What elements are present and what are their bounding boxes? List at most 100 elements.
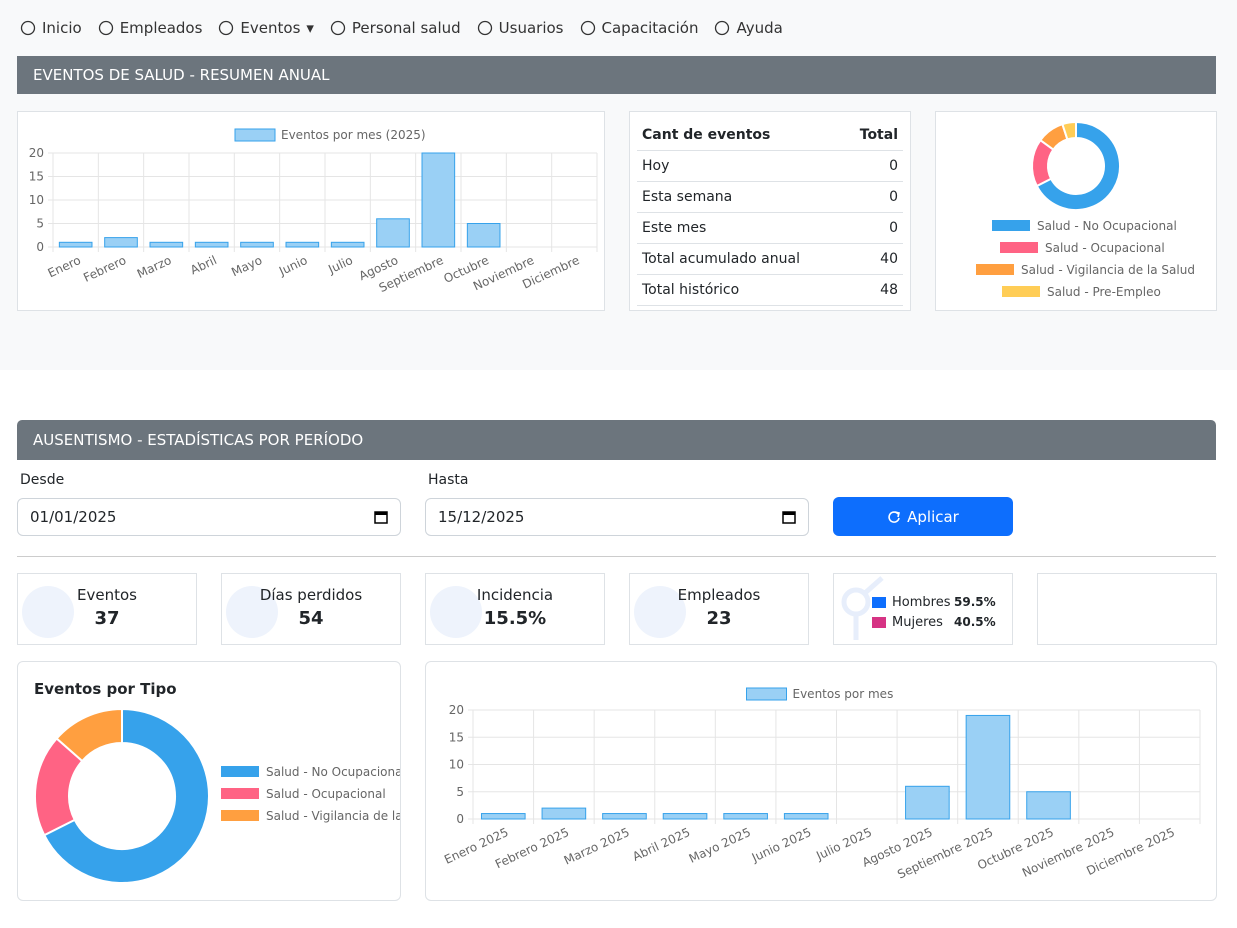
- nav-label: Capacitación: [602, 19, 699, 37]
- table-cell: Este mes: [637, 213, 844, 244]
- y-tick-label: 15: [449, 730, 464, 744]
- legend-label: Salud - No Ocupacional: [1037, 219, 1177, 233]
- section-header: AUSENTISMO - ESTADÍSTICAS POR PERÍODO: [17, 420, 1216, 460]
- table-cell: 0: [844, 182, 903, 213]
- legend-label: Salud - Ocupacional: [1045, 241, 1165, 255]
- kpi-card: Incidencia 15.5%: [425, 573, 605, 645]
- nav-item[interactable]: Usuarios: [477, 16, 564, 40]
- legend-swatch: [221, 810, 259, 821]
- icon-shape: [478, 22, 491, 35]
- chart-card: Eventos por TipoSalud - No OcupacionalSa…: [17, 661, 401, 901]
- table-row: Hoy0: [637, 151, 903, 182]
- icon-shape: [99, 22, 112, 35]
- kpi-card: Empleados23: [629, 573, 809, 645]
- header-cell: Cant de eventos: [637, 120, 844, 151]
- y-tick-label: 0: [36, 240, 44, 254]
- legend-swatch: [992, 220, 1030, 231]
- table-body: Hoy0Esta semana0Este mes0Total acumulado…: [637, 151, 903, 306]
- gender-label: Mujeres: [892, 615, 954, 630]
- table-cell: 40: [844, 244, 903, 275]
- y-tick-label: 10: [449, 758, 464, 772]
- gender-label: Hombres: [892, 595, 954, 610]
- table-cell: Esta semana: [637, 182, 844, 213]
- bar: [150, 242, 183, 247]
- gender-row: Mujeres40.5%: [872, 612, 1012, 632]
- legend-swatch: [221, 788, 259, 799]
- date-input[interactable]: 01/01/2025: [17, 498, 401, 536]
- date-input[interactable]: 15/12/2025: [425, 498, 809, 536]
- legend-swatch: [1002, 286, 1040, 297]
- gender-card: Hombres59.5%Mujeres40.5%: [833, 573, 1013, 645]
- legend-label: Eventos por mes: [793, 687, 894, 701]
- nav-item[interactable]: Eventos▾: [218, 16, 314, 40]
- legend-swatch: [976, 264, 1014, 275]
- bar: [724, 814, 768, 819]
- x-tick-label: Abril: [188, 253, 219, 277]
- legend-swatch: [747, 688, 787, 700]
- kpi-label: Días perdidos: [222, 586, 400, 604]
- x-tick-label: Enero: [46, 253, 83, 280]
- kpi-value: 37: [18, 608, 196, 629]
- table-row: Total histórico48: [637, 275, 903, 306]
- kpi-value: 54: [222, 608, 400, 629]
- icon-shape: [220, 22, 233, 35]
- legend-swatch: [235, 129, 275, 141]
- nav-label: Eventos: [240, 19, 300, 37]
- kpi-label: Eventos: [18, 586, 196, 604]
- legend-label: Eventos por mes (2025): [281, 128, 426, 142]
- kpi-label: Empleados: [630, 586, 808, 604]
- table-header: Cant de eventos Total: [637, 120, 903, 151]
- bar: [603, 814, 647, 819]
- divider: [17, 556, 1216, 557]
- legend-label: Salud - Vigilancia de la Salud: [266, 809, 400, 823]
- nav-item[interactable]: Capacitación: [580, 16, 699, 40]
- nav-icon: [20, 20, 36, 36]
- x-tick-label: Junio 2025: [749, 825, 814, 865]
- bar: [966, 715, 1010, 819]
- nav-icon: [330, 20, 346, 36]
- kpi-value: 15.5%: [426, 608, 604, 629]
- gender-list: Hombres59.5%Mujeres40.5%: [872, 592, 1012, 632]
- x-tick-label: Julio: [325, 253, 355, 277]
- summary-table: Cant de eventos Total Hoy0Esta semana0Es…: [637, 120, 903, 306]
- x-tick-label: Mayo: [229, 253, 264, 279]
- nav-icon: [477, 20, 493, 36]
- y-tick-label: 0: [456, 812, 464, 826]
- icon-shape: [581, 22, 594, 35]
- bar: [481, 814, 525, 819]
- y-tick-label: 10: [29, 193, 44, 207]
- section-header: EVENTOS DE SALUD - RESUMEN ANUAL: [17, 56, 1216, 94]
- navbar: Inicio Empleados Eventos▾ Personal salud Usu…: [20, 16, 783, 40]
- bar: [422, 153, 455, 247]
- nav-item[interactable]: Personal salud: [330, 16, 461, 40]
- bar: [331, 242, 364, 247]
- table-cell: Hoy: [637, 151, 844, 182]
- legend-label: Salud - Vigilancia de la Salud: [1021, 263, 1195, 277]
- bar: [663, 814, 707, 819]
- y-tick-label: 5: [36, 217, 44, 231]
- chart-card: 05101520Eventos por mesEnero 2025Febrero…: [425, 661, 1217, 901]
- kpi-label: Incidencia: [426, 586, 604, 604]
- table-row: Este mes0: [637, 213, 903, 244]
- gender-value: 40.5%: [954, 615, 996, 629]
- gender-swatch: [872, 597, 886, 608]
- nav-label: Usuarios: [499, 19, 564, 37]
- table-cell: Total acumulado anual: [637, 244, 844, 275]
- x-tick-label: Mayo 2025: [687, 825, 753, 866]
- bar: [542, 808, 586, 819]
- nav-item[interactable]: Inicio: [20, 16, 82, 40]
- gender-swatch: [872, 617, 886, 628]
- bar: [59, 242, 92, 247]
- table-row: Esta semana0: [637, 182, 903, 213]
- nav-item[interactable]: Empleados: [98, 16, 203, 40]
- nav-icon: [580, 20, 596, 36]
- table-cell: Total histórico: [637, 275, 844, 306]
- table-card: Cant de eventos Total Hoy0Esta semana0Es…: [629, 111, 911, 311]
- nav-icon: [714, 20, 730, 36]
- x-tick-label: Marzo: [135, 253, 174, 281]
- apply-button[interactable]: Aplicar: [833, 497, 1013, 536]
- nav-label: Ayuda: [736, 19, 782, 37]
- y-tick-label: 20: [449, 703, 464, 717]
- nav-item[interactable]: Ayuda: [714, 16, 782, 40]
